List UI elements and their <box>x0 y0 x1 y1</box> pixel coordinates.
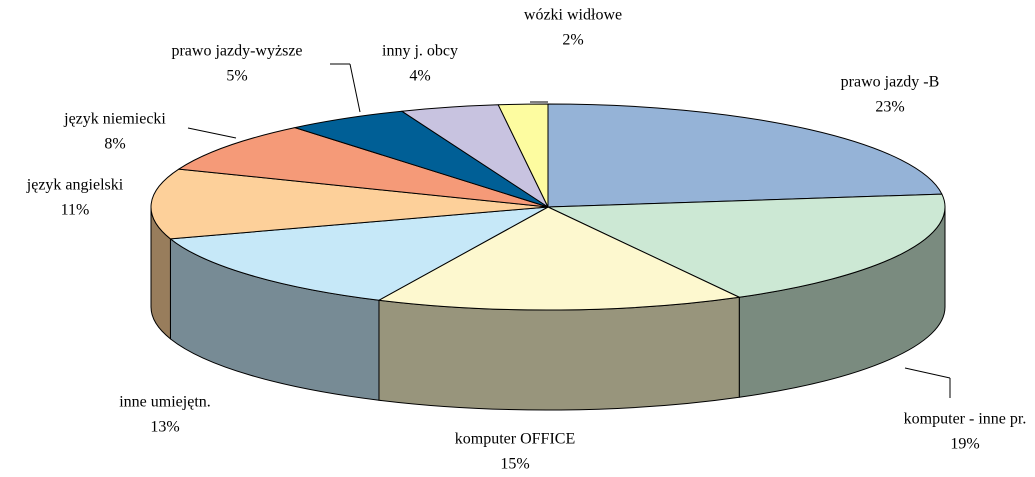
leader-line <box>187 127 237 139</box>
slice-value-label: 4% <box>409 68 430 85</box>
slice-label: inne umiejętn. <box>119 394 211 411</box>
slice-value-label: 11% <box>61 202 90 219</box>
pie-slice <box>547 103 943 208</box>
slice-value-label: 8% <box>104 136 125 153</box>
slice-value-label: 13% <box>150 419 179 436</box>
pie-slice <box>150 168 549 240</box>
slice-label: język niemiecki <box>63 111 166 128</box>
slice-label: komputer - inne pr. <box>904 411 1027 428</box>
pie-slice <box>547 193 946 298</box>
slice-label: wózki widłowe <box>524 7 622 24</box>
slice-label: prawo jazdy -B <box>841 74 940 91</box>
slice-value-label: 23% <box>875 99 904 116</box>
slice-label: prawo jazdy-wyższe <box>171 43 302 60</box>
pie-slice-side <box>378 296 740 411</box>
pie-slice <box>497 103 549 208</box>
pie-slice <box>178 127 549 208</box>
leader-line <box>904 367 951 379</box>
slice-value-label: 5% <box>226 68 247 85</box>
leader-line <box>349 63 361 113</box>
pie-slice <box>169 206 549 301</box>
slice-label: inny j. obcy <box>382 43 458 60</box>
slice-value-label: 15% <box>500 456 529 473</box>
slice-label: komputer OFFICE <box>455 431 575 448</box>
slice-label: język angielski <box>26 177 124 194</box>
slice-value-label: 2% <box>562 32 583 49</box>
pie-slice <box>378 206 740 311</box>
slice-value-label: 19% <box>950 436 979 453</box>
